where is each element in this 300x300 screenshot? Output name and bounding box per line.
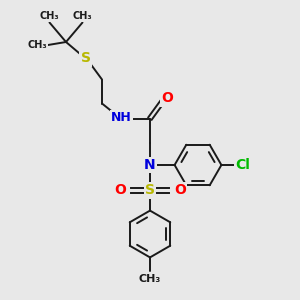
Text: N: N (144, 158, 156, 172)
Text: NH: NH (111, 111, 132, 124)
Text: S: S (80, 52, 91, 65)
Text: CH₃: CH₃ (73, 11, 92, 21)
Text: CH₃: CH₃ (40, 11, 59, 21)
Text: S: S (145, 184, 155, 197)
Text: Cl: Cl (236, 158, 250, 172)
Text: CH₃: CH₃ (28, 40, 47, 50)
Text: O: O (161, 92, 173, 105)
Text: O: O (174, 184, 186, 197)
Text: O: O (114, 184, 126, 197)
Text: CH₃: CH₃ (139, 274, 161, 284)
